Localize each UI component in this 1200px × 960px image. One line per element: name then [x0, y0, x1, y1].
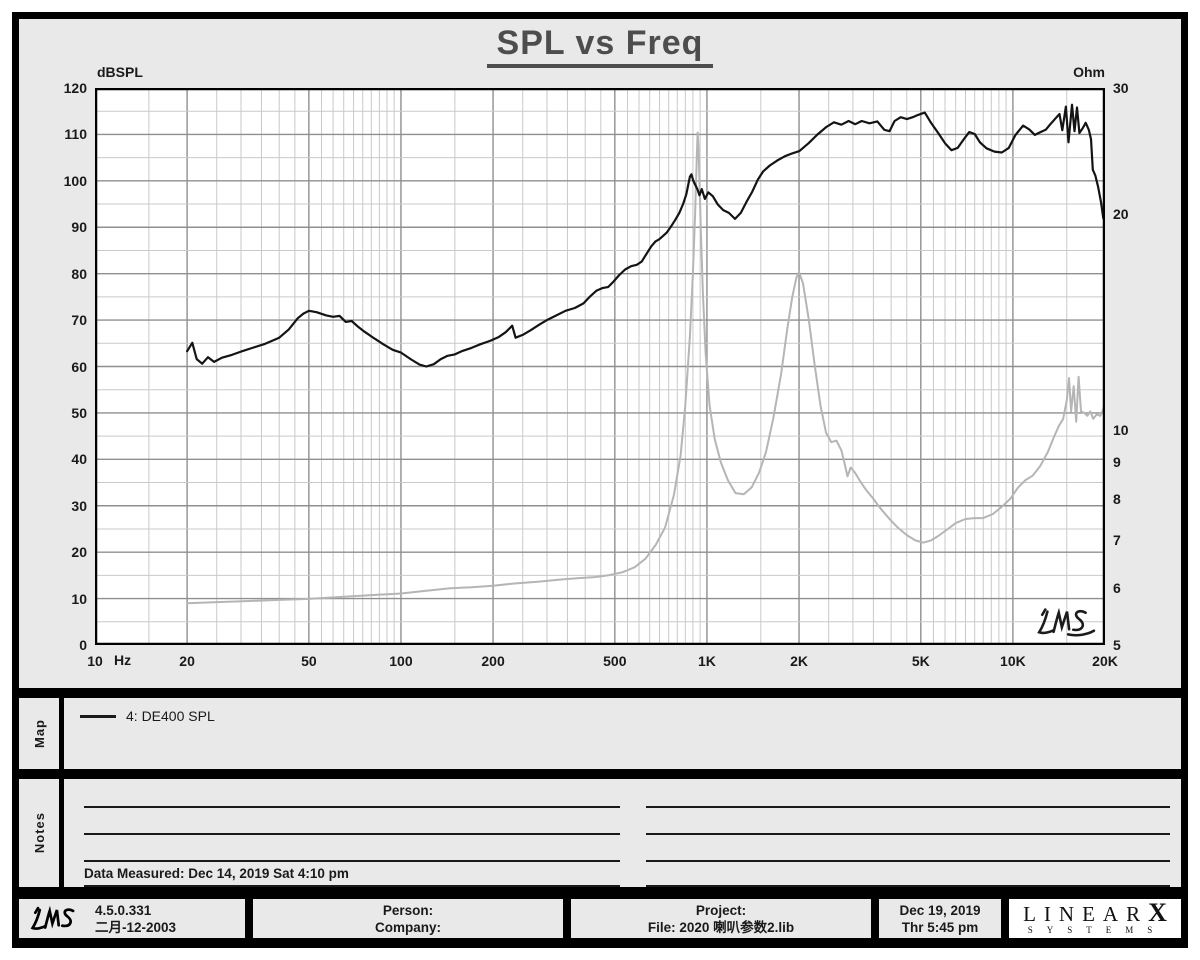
note-rule-line — [646, 885, 1170, 887]
y-right-tick-label: 30 — [1113, 80, 1129, 96]
lms-logo-icon — [30, 905, 75, 930]
y-left-tick-label: 30 — [71, 497, 87, 514]
note-rule-line — [84, 885, 620, 887]
y-left-tick-label: 0 — [79, 637, 87, 653]
x-tick-label: 10 — [87, 653, 103, 669]
legend-label: 4: DE400 SPL — [126, 708, 215, 724]
notes-label: Notes — [31, 812, 47, 854]
y-right-tick-label: 20 — [1113, 206, 1129, 223]
y-left-tick-label: 40 — [71, 451, 87, 468]
left-axis-unit-label: dBSPL — [97, 64, 143, 80]
project-file-label: File: 2020 喇叭参数2.lib — [647, 919, 795, 935]
y-left-tick-label: 110 — [64, 126, 87, 143]
company-label: Company: — [374, 919, 441, 935]
notes-side-cell: Notes — [19, 779, 64, 887]
chart-section: dBSPL Ohm Hz 120 110 100 90 80 70 60 50 40 30 20 10… — [63, 64, 1129, 669]
footer-brand-cell: LINEARX SYSTEMS — [1009, 899, 1181, 938]
divider-band — [12, 769, 1188, 779]
y-left-tick-label: 60 — [71, 358, 87, 375]
divider-band — [12, 688, 1188, 698]
y-right-tick-label: 9 — [1113, 454, 1121, 471]
y-right-tick-label: 5 — [1113, 637, 1121, 653]
legend-item: 4: DE400 SPL — [80, 708, 215, 724]
x-tick-label: 20K — [1092, 653, 1118, 669]
note-rule-line — [84, 860, 620, 862]
y-right-tick-label: 6 — [1113, 580, 1121, 597]
y-right-tick-label: 10 — [1113, 421, 1129, 438]
footer-person-cell: Person: Company: — [253, 899, 563, 938]
x-tick-label: 100 — [389, 653, 413, 669]
footer-bar: 4.5.0.331 二月-12-2003 Person: Company: Pr… — [19, 896, 1181, 941]
x-tick-label: 50 — [301, 653, 317, 669]
lms-watermark-icon — [1037, 607, 1096, 637]
note-rule-line — [84, 806, 620, 808]
spl-curve — [185, 103, 1105, 368]
right-axis-unit-label: Ohm — [1073, 64, 1105, 80]
spl-impedance-plot — [95, 88, 1105, 645]
y-left-tick-label: 50 — [71, 404, 87, 421]
x-tick-label: 200 — [481, 653, 505, 669]
y-left-tick-label: 100 — [63, 172, 87, 189]
x-tick-label: 2K — [790, 653, 808, 669]
y-left-tick-label: 20 — [71, 544, 87, 561]
footer-version-cell: 4.5.0.331 二月-12-2003 — [19, 899, 245, 938]
report-time: Thr 5:45 pm — [901, 919, 979, 935]
divider-band — [12, 887, 1188, 897]
app-build-date: 二月-12-2003 — [95, 919, 177, 935]
note-rule-line — [646, 860, 1170, 862]
data-measured-text: Data Measured: Dec 14, 2019 Sat 4:10 pm — [84, 866, 349, 881]
y-left-tick-label: 120 — [63, 80, 87, 96]
linearx-logo: LINEARX SYSTEMS — [1023, 900, 1167, 936]
person-label: Person: — [382, 902, 434, 918]
x-tick-label: 20 — [179, 653, 195, 669]
brand-x-text: X — [1148, 898, 1167, 927]
footer-project-cell: Project: File: 2020 喇叭参数2.lib — [571, 899, 871, 938]
impedance-curve — [186, 131, 1105, 605]
project-label: Project: — [695, 902, 747, 918]
footer-date-cell: Dec 19, 2019 Thr 5:45 pm — [879, 899, 1001, 938]
note-rule-line — [84, 833, 620, 835]
map-side-cell: Map — [19, 698, 64, 769]
x-tick-label: 10K — [1000, 653, 1026, 669]
map-label: Map — [31, 719, 47, 748]
y-right-tick-label: 7 — [1113, 532, 1121, 549]
y-left-tick-label: 10 — [71, 590, 87, 607]
app-version: 4.5.0.331 — [95, 902, 152, 918]
y-left-tick-label: 70 — [71, 312, 87, 329]
y-left-tick-label: 90 — [71, 219, 87, 236]
y-left-tick-label: 80 — [71, 265, 87, 282]
note-rule-line — [646, 806, 1170, 808]
x-tick-label: 1K — [697, 653, 716, 669]
x-axis-unit-label: Hz — [114, 652, 132, 668]
page-title: SPL vs Freq — [486, 24, 714, 68]
x-tick-label: 5K — [911, 653, 930, 669]
legend-line-swatch — [80, 714, 116, 718]
x-tick-label: 500 — [603, 653, 627, 669]
note-rule-line — [646, 833, 1170, 835]
brand-systems-text: SYSTEMS — [1027, 925, 1167, 935]
title-band: SPL vs Freq — [0, 24, 1200, 68]
brand-linear-text: LINEAR — [1023, 902, 1149, 926]
y-right-tick-label: 8 — [1113, 490, 1121, 507]
grid-lines — [95, 88, 1105, 645]
report-date: Dec 19, 2019 — [899, 902, 981, 918]
